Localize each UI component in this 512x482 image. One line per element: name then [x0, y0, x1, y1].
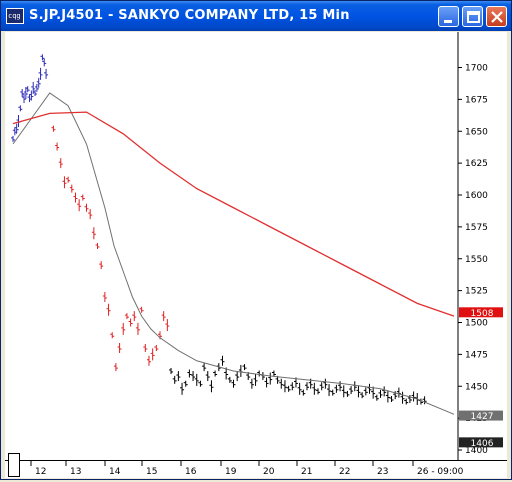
y-tick-label-1450: 1450: [465, 382, 488, 392]
app-icon[interactable]: cqg: [6, 8, 24, 24]
y-tick-label-1625: 1625: [465, 159, 488, 169]
y-tick-label-1400: 1400: [465, 446, 488, 456]
y-tick-label-1700: 1700: [465, 64, 488, 74]
y-tick-label-1525: 1525: [465, 287, 488, 297]
x-tick-label: 26 - 09:00: [417, 467, 464, 477]
low-price-tag-bg: [459, 437, 503, 448]
price-chart: 1400142514501475150015251550157516001625…: [11, 32, 503, 460]
low-price-tag: 1406: [471, 439, 494, 449]
x-tick-label: 13: [70, 467, 81, 477]
y-tick-label-1475: 1475: [465, 350, 488, 360]
x-tick-label: 19: [225, 467, 237, 477]
scroll-handle[interactable]: [8, 453, 20, 477]
title-bar[interactable]: cqg S.JP.J4501 - SANKYO COMPANY LTD, 15 …: [1, 1, 511, 31]
x-tick-label: 12: [35, 467, 46, 477]
x-tick-label: 22: [339, 467, 350, 477]
fast-ma-tag: 1427: [471, 412, 494, 422]
minimize-button[interactable]: [438, 6, 459, 27]
minimize-icon: [444, 20, 452, 23]
x-tick-label: 14: [109, 467, 121, 477]
y-tick-label-1650: 1650: [465, 127, 488, 137]
x-tick-label: 21: [301, 467, 312, 477]
time-axis: 12 13 14 15 16 19 20 21 22 23 26 - 09:00: [5, 460, 507, 478]
moving-average-line: [12, 92, 455, 415]
y-tick-label-1550: 1550: [465, 255, 488, 265]
window-title: S.JP.J4501 - SANKYO COMPANY LTD, 15 Min: [29, 8, 350, 23]
y-tick-label-1500: 1500: [465, 319, 488, 329]
x-tick-label: 23: [377, 467, 388, 477]
maximize-icon: [467, 11, 480, 23]
x-tick-label: 20: [263, 467, 275, 477]
y-tick-label-1575: 1575: [465, 223, 488, 233]
close-icon: [491, 11, 503, 23]
y-tick-label-1600: 1600: [465, 191, 488, 201]
close-button[interactable]: [486, 6, 507, 27]
y-tick-label-1675: 1675: [465, 95, 488, 105]
x-tick-label: 16: [185, 467, 197, 477]
moving-average-line: [12, 111, 455, 317]
time-axis-labels: 12 13 14 15 16 19 20 21 22 23 26 - 09:00: [30, 461, 464, 477]
chart-area[interactable]: 1400142514501475150015251550157516001625…: [5, 32, 507, 460]
maximize-button[interactable]: [462, 6, 483, 27]
last-price-tag-bg: [459, 307, 503, 318]
app-icon-label: cqg: [8, 12, 21, 20]
last-price-tag: 1508: [471, 309, 494, 319]
x-tick-label: 15: [146, 467, 157, 477]
fast-ma-tag-bg: [459, 410, 503, 421]
